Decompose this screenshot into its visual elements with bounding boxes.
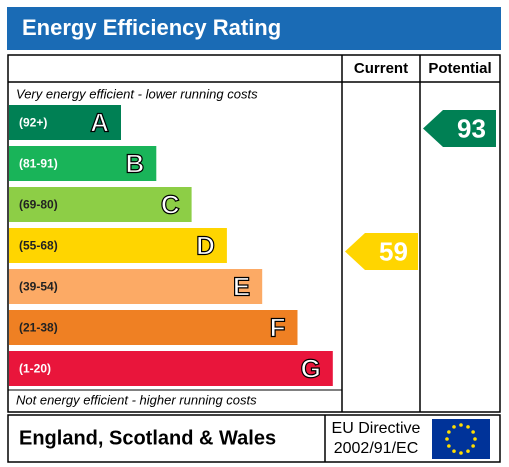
star <box>473 437 477 441</box>
band-range: (92+) <box>19 116 47 130</box>
title: Energy Efficiency Rating <box>22 15 281 40</box>
band-range: (39-54) <box>19 280 58 294</box>
rating-value: 93 <box>457 113 486 143</box>
star <box>466 425 470 429</box>
star <box>471 444 475 448</box>
current-header: Current <box>354 60 408 77</box>
star <box>471 430 475 434</box>
star <box>452 425 456 429</box>
band-letter: E <box>233 271 250 301</box>
band-letter: C <box>161 189 180 219</box>
band-letter: B <box>126 148 145 178</box>
rating-arrow <box>423 110 496 147</box>
title-bar <box>7 7 501 50</box>
band-bar <box>9 146 157 181</box>
band-range: (69-80) <box>19 198 58 212</box>
star <box>452 449 456 453</box>
band-bar <box>9 351 333 386</box>
eu-stars <box>445 423 477 455</box>
star <box>459 423 463 427</box>
footer-frame <box>7 414 501 463</box>
star <box>445 437 449 441</box>
potential-header: Potential <box>428 60 491 77</box>
rating-arrow <box>345 233 418 270</box>
band-bar <box>9 228 227 263</box>
band-letter: D <box>196 230 215 260</box>
band-bar <box>9 269 263 304</box>
bottom-note: Not energy efficient - higher running co… <box>16 392 257 407</box>
star <box>466 449 470 453</box>
band-bar <box>9 105 121 140</box>
band-letter: G <box>301 353 321 383</box>
band-range: (81-91) <box>19 157 58 171</box>
star <box>447 444 451 448</box>
main-frame <box>7 54 501 413</box>
star <box>447 430 451 434</box>
band-range: (55-68) <box>19 239 58 253</box>
top-note: Very energy efficient - lower running co… <box>16 86 258 101</box>
rating-value: 59 <box>379 236 408 266</box>
band-bar <box>9 310 298 345</box>
directive: 2002/91/EC <box>334 440 419 457</box>
band-letter: A <box>90 107 109 137</box>
band-bar <box>9 187 192 222</box>
band-range: (1-20) <box>19 362 51 376</box>
region: England, Scotland & Wales <box>19 427 276 449</box>
star <box>459 451 463 455</box>
directive: EU Directive <box>332 420 421 437</box>
band-range: (21-38) <box>19 321 58 335</box>
band-letter: F <box>270 312 286 342</box>
